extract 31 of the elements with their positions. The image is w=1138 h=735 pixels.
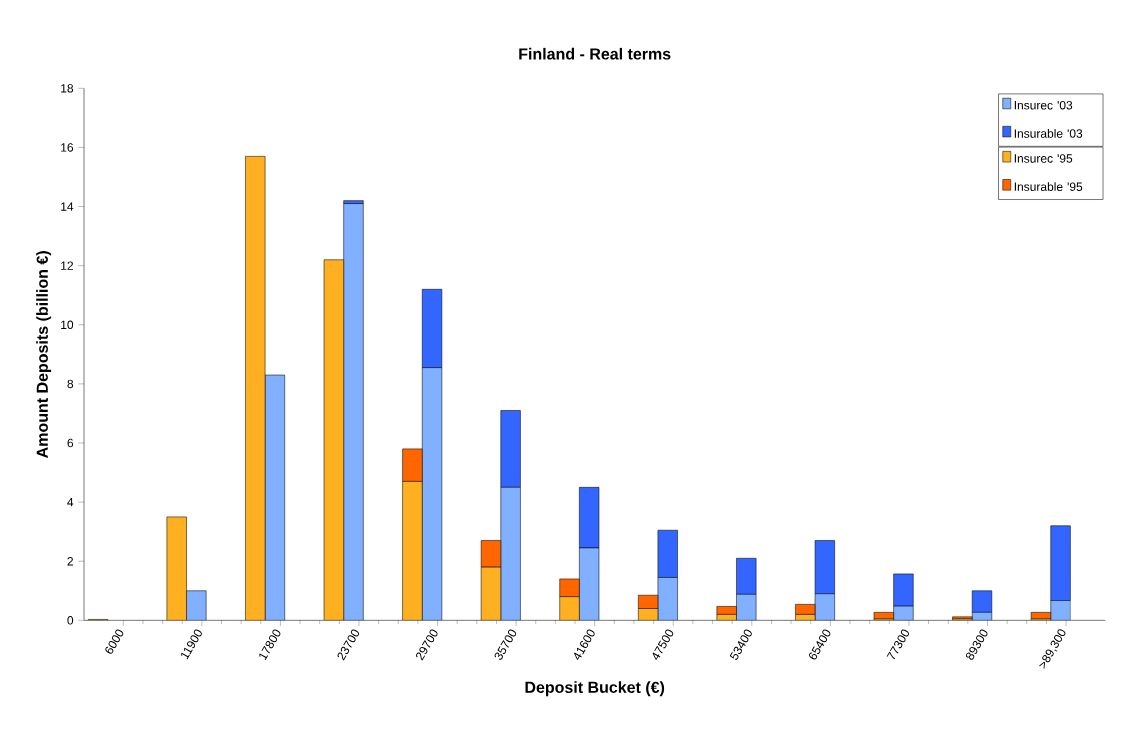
- y-tick-label: 10: [61, 320, 74, 330]
- bar: [657, 577, 678, 621]
- bar: [736, 557, 757, 595]
- bar: [579, 487, 600, 549]
- bar: [421, 289, 443, 368]
- bar: [186, 590, 207, 621]
- bar: [1050, 600, 1071, 621]
- y-tick-label: 2: [67, 557, 73, 566]
- bar: [657, 529, 678, 578]
- legend-label: Insurable '03: [1014, 128, 1083, 138]
- y-axis-title: Amount Deposits (billion €): [36, 251, 52, 458]
- y-tick-label: 16: [61, 143, 74, 152]
- y-tick-label: 8: [67, 379, 74, 389]
- y-tick-label: 0: [67, 616, 74, 625]
- bar: [500, 487, 521, 621]
- y-tick-label: 6: [67, 438, 74, 448]
- bar: [893, 573, 914, 607]
- y-tick-label: 18: [61, 84, 74, 93]
- chart-title: Finland - Real terms: [519, 47, 671, 60]
- legend-label: Insurec '03: [1014, 100, 1073, 110]
- bar: [815, 593, 835, 621]
- y-tick-label: 12: [61, 261, 73, 270]
- bar: [814, 540, 835, 594]
- legend-label: Insurable '95: [1014, 182, 1083, 191]
- legend-label: Insurec '95: [1014, 154, 1073, 163]
- y-tick-label: 4: [67, 497, 74, 507]
- bar: [500, 410, 521, 488]
- bar: [971, 590, 993, 613]
- bar: [579, 547, 599, 621]
- x-axis-title: Deposit Bucket (€): [525, 681, 665, 697]
- y-tick-label: 14: [61, 202, 74, 211]
